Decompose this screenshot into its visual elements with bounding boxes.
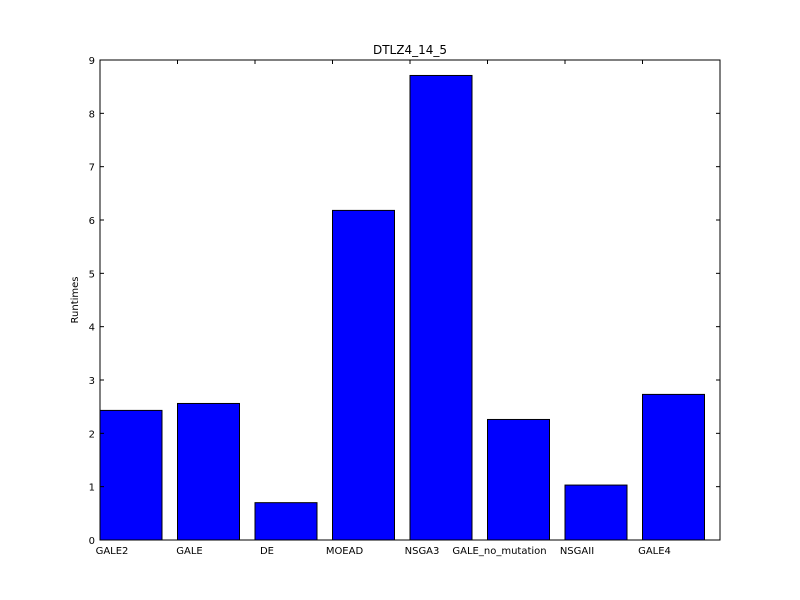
x-tick-label: NSGA3 bbox=[405, 546, 440, 557]
bar bbox=[564, 484, 628, 541]
y-tick-label: 3 bbox=[89, 376, 95, 387]
y-tick-label: 2 bbox=[89, 429, 95, 440]
y-tick-label: 4 bbox=[89, 323, 95, 334]
y-axis-title: Runtimes bbox=[70, 277, 81, 324]
bar bbox=[642, 393, 705, 541]
y-tick-label: 7 bbox=[89, 163, 95, 174]
x-tick-label: GALE2 bbox=[96, 546, 129, 557]
y-tick-labels-group: 0 1 2 3 4 5 6 7 8 9 bbox=[89, 56, 95, 547]
x-tick-label: MOEAD bbox=[326, 546, 364, 557]
y-tick-label: 6 bbox=[89, 216, 95, 227]
bar bbox=[177, 402, 240, 541]
bars-group bbox=[99, 74, 705, 541]
y-tick-label: 5 bbox=[89, 269, 95, 280]
y-tick-label: 8 bbox=[89, 109, 95, 120]
x-tick-label: GALE_no_mutation bbox=[452, 546, 546, 557]
y-tick-label: 9 bbox=[89, 56, 95, 67]
x-tick-label: NSGAII bbox=[560, 546, 594, 557]
x-tick-labels-group: GALE2 GALE DE MOEAD NSGA3 GALE_no_mutation NSG… bbox=[96, 546, 671, 557]
bar bbox=[332, 209, 395, 541]
bar bbox=[409, 74, 473, 541]
y-tick-label: 1 bbox=[89, 483, 95, 494]
x-tick-label: GALE4 bbox=[638, 546, 671, 557]
bar bbox=[487, 418, 550, 541]
bar bbox=[99, 409, 163, 541]
plot-frame bbox=[99, 59, 721, 541]
x-tick-label: DE bbox=[260, 546, 274, 557]
bar bbox=[254, 502, 318, 541]
x-tick-label: GALE bbox=[176, 546, 202, 557]
y-tick-label: 0 bbox=[89, 536, 95, 547]
chart-title: DTLZ4_14_5 bbox=[373, 43, 447, 57]
